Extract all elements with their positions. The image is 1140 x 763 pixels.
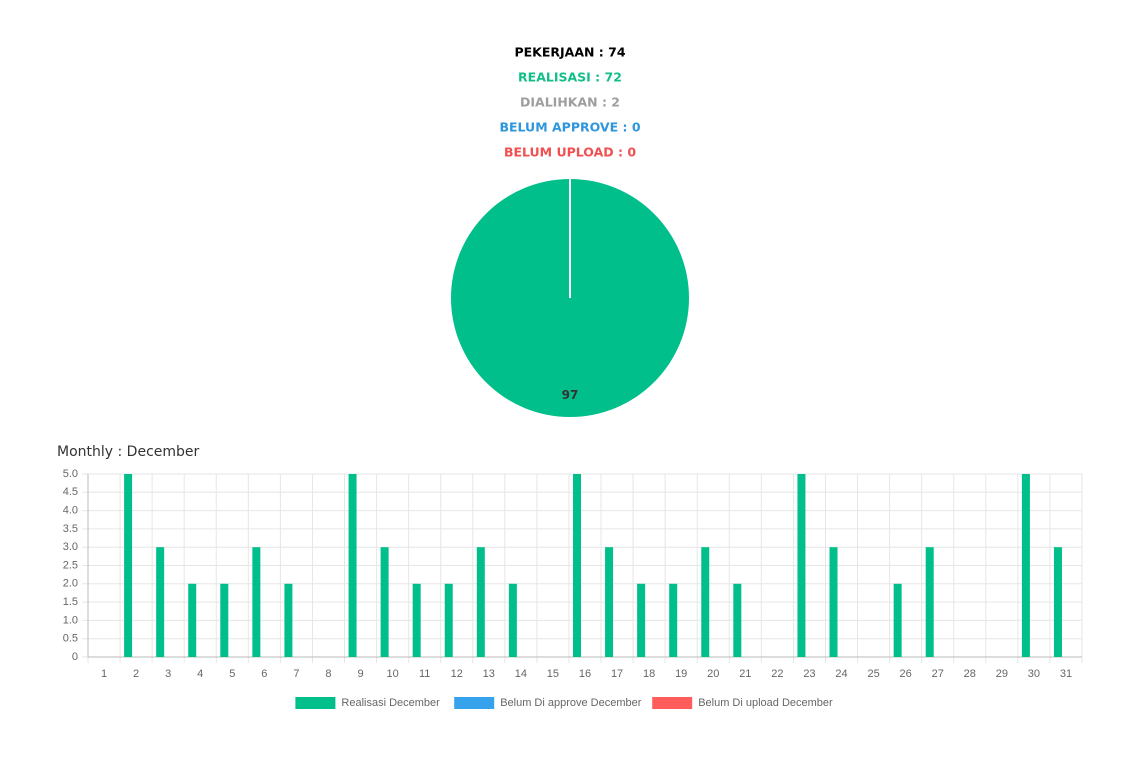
y-tick-label: 4.0 <box>63 505 78 517</box>
x-tick-label: 20 <box>707 668 719 680</box>
y-tick-label: 3.0 <box>63 541 78 553</box>
summary-line: DIALIHKAN : 2 <box>520 95 620 110</box>
y-tick-label: 2.0 <box>63 578 78 590</box>
bar <box>733 583 742 657</box>
summary-line: BELUM APPROVE : 0 <box>499 120 640 135</box>
bar <box>669 583 678 657</box>
bar-chart-title: Monthly : December <box>57 444 200 460</box>
bar <box>925 547 934 657</box>
x-tick-label: 22 <box>771 668 783 680</box>
x-tick-label: 26 <box>900 668 912 680</box>
legend-label: Realisasi December <box>341 697 440 709</box>
bar <box>508 583 517 657</box>
y-tick-label: 3.5 <box>63 523 78 535</box>
x-tick-label: 1 <box>101 668 107 680</box>
legend-label: Belum Di upload December <box>698 697 833 709</box>
bar <box>156 547 165 657</box>
bar <box>252 547 261 657</box>
legend-swatch <box>454 697 495 709</box>
bar <box>444 583 453 657</box>
bar <box>284 583 293 657</box>
x-tick-label: 16 <box>579 668 591 680</box>
x-tick-label: 10 <box>386 668 398 680</box>
x-tick-label: 5 <box>229 668 235 680</box>
legend-swatch <box>652 697 693 709</box>
y-tick-label: 4.5 <box>63 486 78 498</box>
x-tick-label: 4 <box>197 668 203 680</box>
x-tick-label: 15 <box>547 668 559 680</box>
y-tick-label: 1.5 <box>63 596 78 608</box>
x-tick-label: 28 <box>964 668 976 680</box>
x-tick-label: 18 <box>643 668 655 680</box>
bar <box>829 547 838 657</box>
x-tick-label: 7 <box>293 668 299 680</box>
bar <box>893 583 902 657</box>
bar <box>348 474 357 657</box>
x-tick-label: 3 <box>165 668 171 680</box>
y-tick-label: 5.0 <box>63 468 78 480</box>
pie-label: 97 <box>562 388 579 402</box>
x-tick-label: 23 <box>803 668 815 680</box>
x-tick-label: 14 <box>515 668 527 680</box>
y-tick-label: 0.5 <box>63 633 78 645</box>
bar <box>573 474 581 657</box>
y-tick-label: 1.0 <box>63 614 78 626</box>
x-tick-label: 24 <box>835 668 847 680</box>
bar <box>637 583 646 657</box>
summary-line: REALISASI : 72 <box>518 70 622 85</box>
bar <box>1053 547 1062 657</box>
bar <box>188 583 197 657</box>
x-tick-label: 8 <box>325 668 331 680</box>
summary-line: PEKERJAAN : 74 <box>514 45 625 60</box>
x-tick-label: 29 <box>996 668 1008 680</box>
legend-swatch <box>295 697 336 709</box>
x-tick-label: 11 <box>419 668 430 680</box>
bar <box>220 583 229 657</box>
x-tick-label: 27 <box>932 668 944 680</box>
y-tick-label: 2.5 <box>63 559 78 571</box>
bar <box>1021 474 1030 657</box>
bar <box>605 547 614 657</box>
x-tick-label: 19 <box>675 668 687 680</box>
bar <box>412 583 421 657</box>
bar <box>124 474 133 657</box>
x-tick-label: 25 <box>867 668 879 680</box>
legend-label: Belum Di approve December <box>500 697 642 709</box>
bar <box>797 474 806 657</box>
x-tick-label: 31 <box>1060 668 1072 680</box>
x-tick-label: 9 <box>357 668 363 680</box>
bar <box>476 547 485 657</box>
bar <box>701 547 710 657</box>
x-tick-label: 17 <box>611 668 623 680</box>
summary-line: BELUM UPLOAD : 0 <box>504 145 636 160</box>
y-tick-label: 0 <box>72 651 78 663</box>
x-tick-label: 6 <box>261 668 267 680</box>
x-tick-label: 21 <box>739 668 751 680</box>
x-tick-label: 2 <box>133 668 139 680</box>
x-tick-label: 13 <box>483 668 495 680</box>
bar <box>380 547 389 657</box>
x-tick-label: 12 <box>451 668 463 680</box>
x-tick-label: 30 <box>1028 668 1040 680</box>
